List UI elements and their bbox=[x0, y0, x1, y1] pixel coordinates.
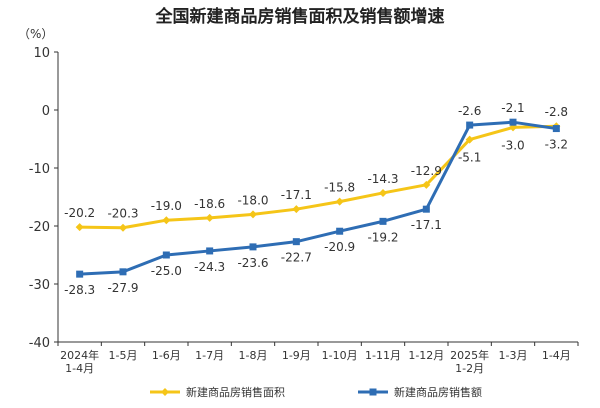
series-1-data-label: -20.3 bbox=[107, 207, 138, 221]
legend-marker-1 bbox=[161, 388, 169, 396]
series-1-data-label: -2.8 bbox=[545, 105, 568, 119]
x-tick-label-line: 1-10月 bbox=[322, 349, 358, 362]
series-1-data-label: -18.0 bbox=[237, 193, 268, 207]
series-2-data-label: -27.9 bbox=[107, 281, 138, 295]
x-tick-label: 1-4月 bbox=[542, 349, 571, 362]
series-line-2 bbox=[79, 120, 557, 276]
series-2-point bbox=[552, 125, 560, 133]
x-tick-label: 1-8月 bbox=[239, 349, 268, 362]
series-2-point bbox=[162, 251, 170, 259]
series-2-data-label: -25.0 bbox=[151, 264, 182, 278]
series-1-point bbox=[292, 205, 301, 214]
series-1-data-label: -19.0 bbox=[151, 199, 182, 213]
legend-marker-2 bbox=[369, 388, 377, 396]
x-tick-label-line: 1-5月 bbox=[109, 349, 138, 362]
y-tick-label: -10 bbox=[29, 162, 50, 177]
y-tick-label: -30 bbox=[29, 278, 50, 293]
series-1-point bbox=[379, 188, 387, 197]
series-2-point bbox=[336, 227, 344, 235]
series-2-data-label: -23.6 bbox=[237, 256, 268, 270]
series-2-data-label: -19.2 bbox=[367, 230, 398, 244]
series-line-1 bbox=[79, 124, 557, 230]
series-2-point bbox=[119, 268, 127, 276]
x-tick-label: 2024年 1-4月 bbox=[60, 348, 99, 375]
series-2-point bbox=[466, 121, 474, 129]
series-2-point bbox=[206, 247, 214, 255]
series-1-data-label: -18.6 bbox=[194, 197, 225, 211]
x-tick-label: 1-7月 bbox=[195, 349, 224, 362]
series-1-point bbox=[119, 223, 127, 232]
y-tick-label: 10 bbox=[33, 46, 50, 61]
series-1-data-label: -3.0 bbox=[501, 138, 524, 152]
x-tick-label-line: 1-12月 bbox=[408, 349, 444, 362]
x-tick-label-line: 1-3月 bbox=[499, 349, 528, 362]
y-axis-unit: （%） bbox=[18, 27, 53, 41]
x-tick-label: 1-3月 bbox=[499, 349, 528, 362]
x-tick-label-line: 1-6月 bbox=[152, 349, 181, 362]
y-tick-label: 0 bbox=[42, 104, 50, 119]
legend-label-1: 新建商品房销售面积 bbox=[186, 385, 285, 399]
series-1-data-label: -14.3 bbox=[367, 172, 398, 186]
x-tick-label: 1-5月 bbox=[109, 349, 138, 362]
series-2-data-label: -28.3 bbox=[64, 283, 95, 297]
series-2-data-label: -2.1 bbox=[501, 101, 524, 115]
series-2-point bbox=[249, 243, 257, 251]
x-tick-label: 1-12月 bbox=[408, 349, 444, 362]
x-tick-label-line: 1-8月 bbox=[239, 349, 268, 362]
series-2-data-label: -20.9 bbox=[324, 240, 355, 254]
x-tick-label: 1-10月 bbox=[322, 349, 358, 362]
series-1-point bbox=[75, 223, 84, 232]
series-2-point bbox=[292, 238, 300, 246]
x-tick-label-line: 1-7月 bbox=[195, 349, 224, 362]
x-tick-label-line: 2024年 bbox=[60, 348, 99, 362]
series-1-point bbox=[465, 135, 474, 144]
series-2-data-label: -22.7 bbox=[281, 251, 312, 265]
x-tick-label-line: 1-4月 bbox=[65, 362, 94, 375]
series-2-data-label: -17.1 bbox=[411, 218, 442, 232]
chart-title: 全国新建商品房销售面积及销售额增速 bbox=[155, 6, 445, 27]
series-1-point bbox=[205, 213, 214, 222]
x-tick-label: 1-11月 bbox=[365, 349, 401, 362]
series-2-point bbox=[509, 118, 517, 126]
series-lines bbox=[75, 118, 561, 278]
legend: 新建商品房销售面积 新建商品房销售额 bbox=[150, 385, 482, 399]
series-1-data-label: -20.2 bbox=[64, 206, 95, 220]
series-1-data-label: -5.1 bbox=[458, 151, 481, 165]
x-tick-label-line: 1-9月 bbox=[282, 349, 311, 362]
series-1-data-label: -12.9 bbox=[411, 164, 442, 178]
y-tick-label: -40 bbox=[29, 336, 50, 351]
series-2-point bbox=[422, 205, 430, 213]
series-1-data-label: -15.8 bbox=[324, 181, 355, 195]
series-2-point bbox=[379, 217, 387, 225]
x-tick-label-line: 2025年 bbox=[450, 348, 489, 362]
x-tick-label: 1-9月 bbox=[282, 349, 311, 362]
x-tick-label-line: 1-4月 bbox=[542, 349, 571, 362]
series-1-point bbox=[335, 197, 344, 206]
x-tick-label: 1-6月 bbox=[152, 349, 181, 362]
y-tick-label: -20 bbox=[29, 220, 50, 235]
data-labels: -20.2 -20.3 -19.0 -18.6 -18.0 -17.1 -15.8 -14.3… bbox=[64, 101, 568, 297]
series-1-point bbox=[422, 180, 431, 189]
series-1-data-label: -17.1 bbox=[281, 188, 312, 202]
x-tick-label-line: 1-11月 bbox=[365, 349, 401, 362]
x-tick-label: 2025年 1-2月 bbox=[450, 348, 489, 375]
legend-label-2: 新建商品房销售额 bbox=[394, 385, 482, 399]
series-1-point bbox=[249, 210, 257, 219]
x-tick-label-line: 1-2月 bbox=[455, 362, 484, 375]
series-2-point bbox=[76, 270, 84, 278]
series-2-data-label: -3.2 bbox=[545, 138, 568, 152]
series-2-data-label: -24.3 bbox=[194, 260, 225, 274]
series-2-data-label: -2.6 bbox=[458, 104, 481, 118]
series-1-point bbox=[162, 216, 171, 225]
